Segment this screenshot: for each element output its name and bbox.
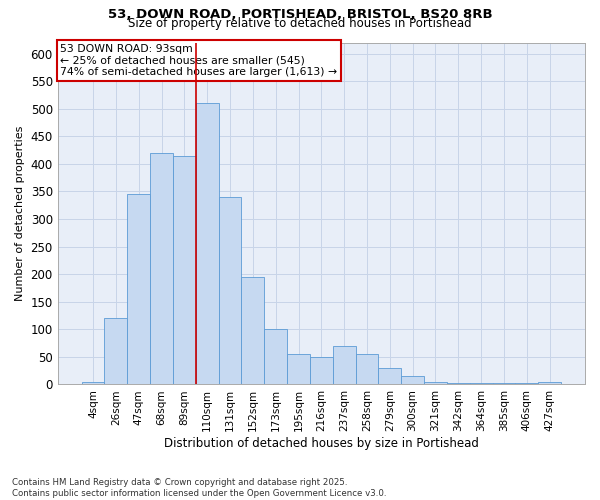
Text: 53 DOWN ROAD: 93sqm
← 25% of detached houses are smaller (545)
74% of semi-detac: 53 DOWN ROAD: 93sqm ← 25% of detached ho…: [61, 44, 337, 78]
Bar: [241, 277, 264, 384]
Bar: [218, 197, 241, 384]
Bar: [538, 382, 561, 384]
Bar: [173, 156, 196, 384]
X-axis label: Distribution of detached houses by size in Portishead: Distribution of detached houses by size …: [164, 437, 479, 450]
Bar: [127, 194, 150, 384]
Bar: [356, 354, 379, 384]
Bar: [310, 357, 333, 384]
Bar: [287, 354, 310, 384]
Text: Contains HM Land Registry data © Crown copyright and database right 2025.
Contai: Contains HM Land Registry data © Crown c…: [12, 478, 386, 498]
Text: Size of property relative to detached houses in Portishead: Size of property relative to detached ho…: [128, 18, 472, 30]
Bar: [264, 330, 287, 384]
Bar: [82, 382, 104, 384]
Text: 53, DOWN ROAD, PORTISHEAD, BRISTOL, BS20 8RB: 53, DOWN ROAD, PORTISHEAD, BRISTOL, BS20…: [107, 8, 493, 20]
Y-axis label: Number of detached properties: Number of detached properties: [15, 126, 25, 301]
Bar: [379, 368, 401, 384]
Bar: [401, 376, 424, 384]
Bar: [424, 382, 447, 384]
Bar: [196, 103, 218, 384]
Bar: [150, 153, 173, 384]
Bar: [333, 346, 356, 385]
Bar: [104, 318, 127, 384]
